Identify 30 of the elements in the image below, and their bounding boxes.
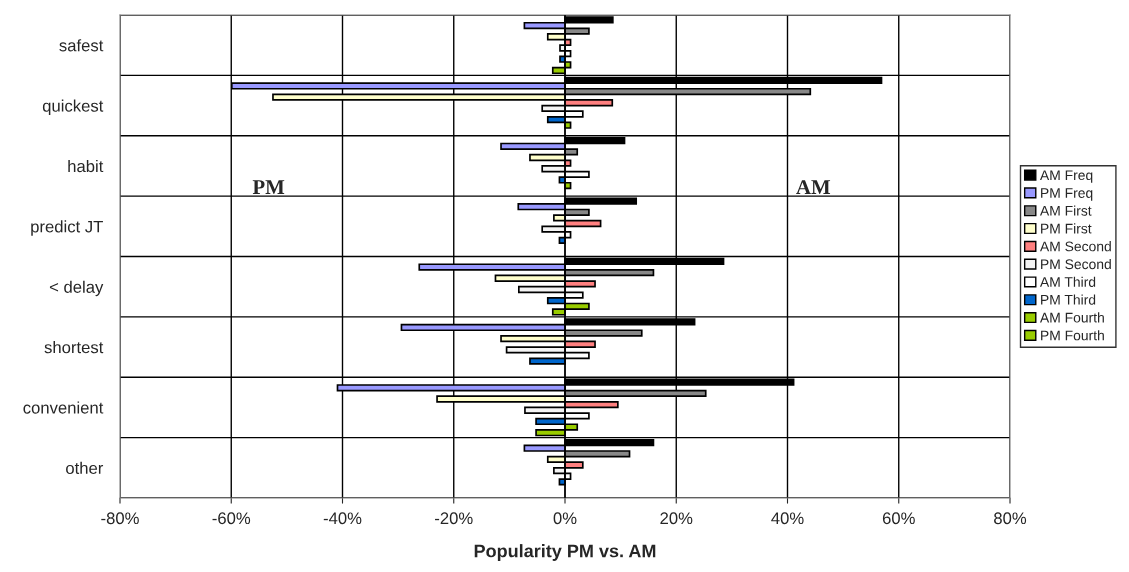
x-tick-label: 40% xyxy=(771,512,804,525)
x-tick-label: -40% xyxy=(323,512,362,525)
annotation: PM xyxy=(252,180,285,194)
legend-label: AM Freq xyxy=(1039,170,1093,183)
legend-label: AM First xyxy=(1039,205,1092,216)
y-tick-label: quickest xyxy=(42,99,104,116)
legend-label: PM Freq xyxy=(1041,188,1093,201)
legend-label: AM Fourth xyxy=(1039,312,1104,323)
legend-label: PM First xyxy=(1041,223,1092,234)
x-tick-label: 80% xyxy=(994,512,1027,525)
y-tick-label: convenient xyxy=(23,401,104,414)
legend-label: PM Second xyxy=(1041,258,1111,270)
x-tick-label: 60% xyxy=(882,512,915,525)
y-tick-label: shortest xyxy=(44,341,104,354)
y-tick-label: predict JT xyxy=(31,220,103,236)
legend-label: PM Fourth xyxy=(1041,330,1104,341)
x-axis-title: Popularity PM vs. AM xyxy=(474,544,656,561)
x-tick-label: -20% xyxy=(435,512,473,525)
y-tick-label: other xyxy=(66,461,104,475)
legend-label: AM Third xyxy=(1039,276,1096,287)
x-tick-label: -60% xyxy=(212,512,251,525)
annotation: AM xyxy=(796,180,831,194)
y-tick-label: < delay xyxy=(49,280,104,297)
x-tick-label: -80% xyxy=(101,512,139,525)
x-tick-label: 0% xyxy=(553,512,577,525)
legend-label: AM Second xyxy=(1039,241,1111,252)
y-tick-label: habit xyxy=(68,159,104,173)
x-tick-label: 20% xyxy=(660,512,693,525)
y-tick-label: safest xyxy=(59,39,104,52)
legend-label: PM Third xyxy=(1041,294,1096,305)
